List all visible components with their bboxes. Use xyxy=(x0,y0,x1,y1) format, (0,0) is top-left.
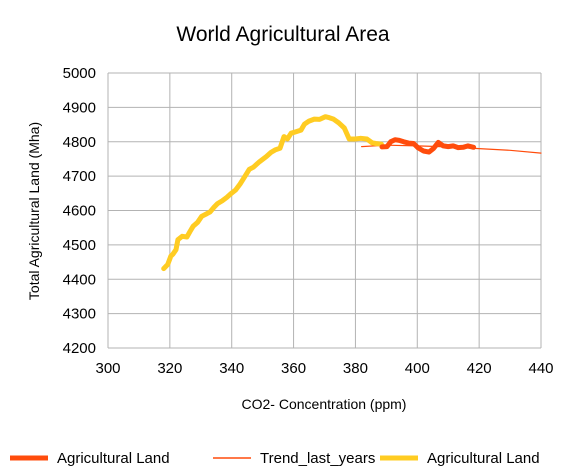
chart-title: World Agricultural Area xyxy=(176,23,390,46)
legend-label: Agricultural Land xyxy=(57,450,170,467)
legend-item: Agricultural Land xyxy=(10,450,170,467)
y-axis-ticks: 4200 4300 4400 4500 4600 4700 4800 4900 5000 xyxy=(63,65,96,357)
y-tick-label: 4600 xyxy=(63,203,96,220)
grid xyxy=(107,72,542,349)
x-tick-label: 400 xyxy=(405,360,430,377)
x-axis-ticks: 300 320 340 360 380 400 420 440 xyxy=(95,360,553,377)
legend: Agricultural Land Trend_last_years Agricul… xyxy=(10,450,540,467)
x-axis-label: CO2- Concentration (ppm) xyxy=(242,396,407,412)
y-tick-label: 4300 xyxy=(63,306,96,323)
x-tick-label: 340 xyxy=(219,360,244,377)
series-line-1 xyxy=(379,137,477,155)
series-layer xyxy=(161,114,542,272)
legend-label: Trend_last_years xyxy=(260,450,375,467)
y-tick-label: 4200 xyxy=(63,340,96,357)
y-tick-label: 4900 xyxy=(63,99,96,116)
x-tick-label: 360 xyxy=(281,360,306,377)
x-tick-label: 380 xyxy=(343,360,368,377)
legend-item: Trend_last_years xyxy=(213,450,375,467)
x-tick-label: 420 xyxy=(467,360,492,377)
series-line-3 xyxy=(161,114,384,272)
y-axis-label: Total Agricultural Land (Mha) xyxy=(26,122,42,300)
y-tick-label: 4400 xyxy=(63,271,96,288)
y-tick-label: 4500 xyxy=(63,237,96,254)
y-tick-label: 4800 xyxy=(63,134,96,151)
legend-item: Agricultural Land xyxy=(380,450,540,467)
legend-label: Agricultural Land xyxy=(427,450,540,467)
x-tick-label: 440 xyxy=(528,360,553,377)
x-tick-label: 300 xyxy=(95,360,120,377)
y-tick-label: 5000 xyxy=(63,65,96,82)
x-tick-label: 320 xyxy=(157,360,182,377)
y-tick-label: 4700 xyxy=(63,168,96,185)
